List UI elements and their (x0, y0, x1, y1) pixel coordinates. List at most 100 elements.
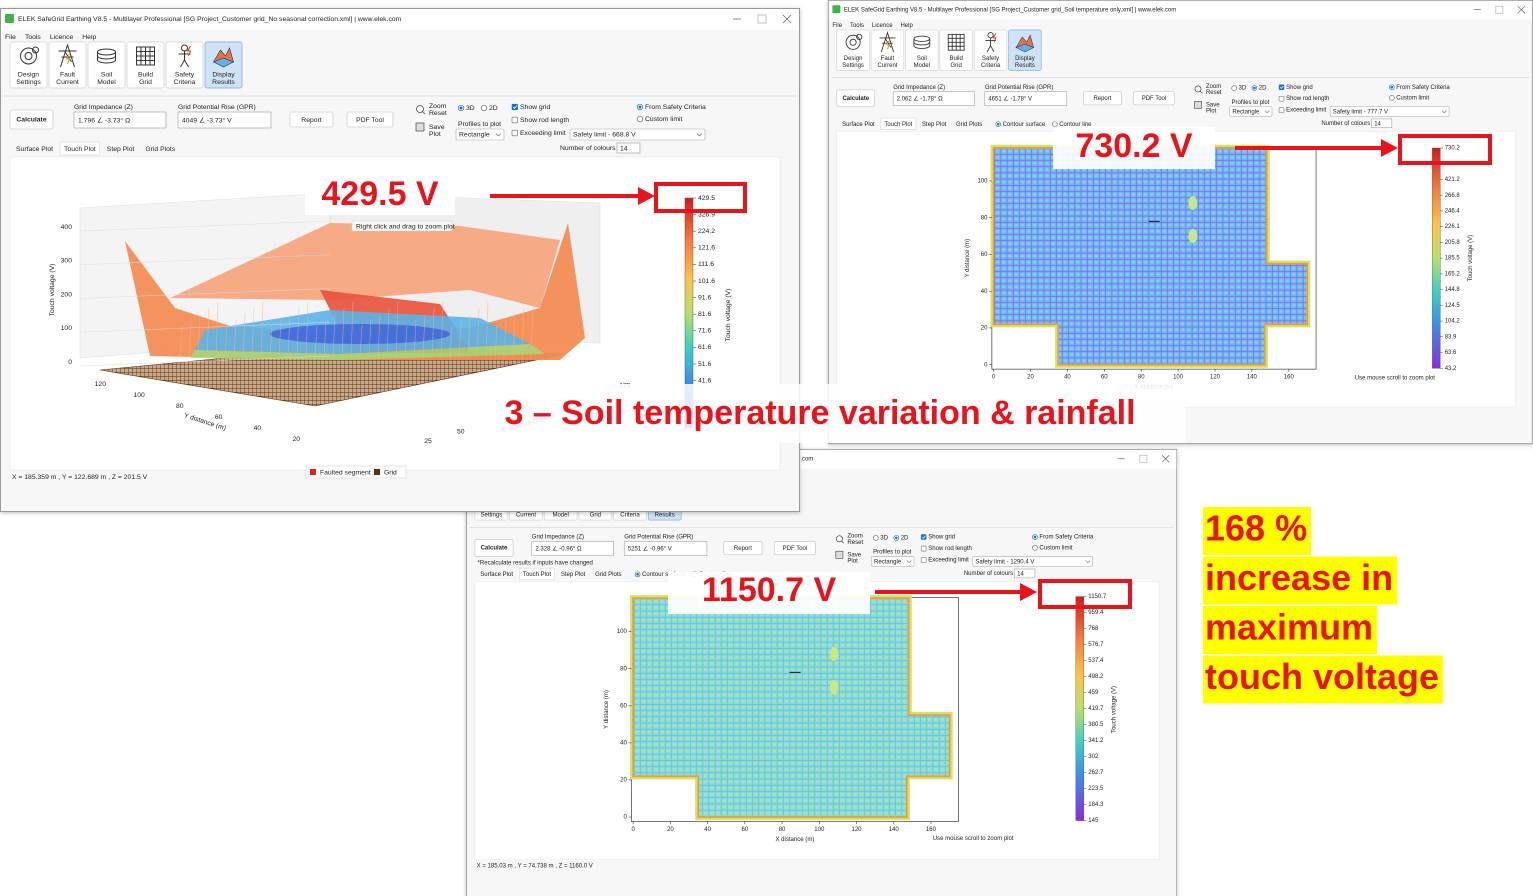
radio-button[interactable] (873, 535, 879, 541)
checkbox[interactable] (920, 545, 927, 552)
dropdown[interactable] (569, 128, 706, 141)
x-tick-label: 160 (1284, 375, 1295, 381)
report-button[interactable] (1083, 91, 1122, 106)
pdf-button[interactable] (774, 541, 816, 556)
toolbar-button[interactable] (973, 29, 1008, 71)
impedance-value: 1.796 ∠ -3.73° Ω (78, 116, 130, 124)
tab[interactable]: Touch Plot (519, 567, 555, 580)
colours-box[interactable] (616, 142, 641, 154)
radio-button[interactable] (636, 115, 644, 123)
colours-label: Number of colours (560, 145, 616, 152)
tab[interactable]: Step Plot (919, 118, 950, 129)
zoom-icon[interactable] (835, 535, 843, 543)
colours-box[interactable] (1014, 568, 1036, 579)
maximize-button[interactable] (1495, 5, 1504, 14)
toolbar-button[interactable] (48, 41, 87, 89)
save-icon[interactable] (835, 550, 844, 559)
menu-item[interactable]: Help (82, 34, 96, 41)
radio-button[interactable] (1052, 121, 1058, 127)
gpr-label: Grid Potential Rise (GPR) (985, 85, 1054, 91)
tab[interactable]: Surface Plot (839, 118, 879, 129)
status-bar: X = 185.359 m , Y = 122.689 m , Z = 201.… (12, 474, 148, 481)
close-button[interactable] (1161, 455, 1170, 463)
dropdown[interactable] (871, 556, 915, 567)
report-button[interactable] (723, 541, 763, 556)
x-tick-label: 40 (704, 827, 711, 833)
y-tick-label: 100 (977, 179, 988, 185)
zoom-icon[interactable] (416, 105, 424, 113)
tab[interactable]: Surface Plot (12, 142, 57, 155)
calculate-button[interactable] (474, 539, 514, 557)
toolbar-button[interactable] (165, 41, 204, 89)
checkbox[interactable] (511, 103, 518, 111)
checkbox[interactable] (511, 129, 518, 137)
pdf-button[interactable] (346, 111, 394, 128)
tab[interactable]: Step Plot (557, 568, 589, 580)
colours-box[interactable] (1371, 118, 1393, 129)
toolbar-label: Safety (175, 71, 195, 78)
colorbar-tick-label: 341.2 (1088, 738, 1104, 744)
surface (170, 223, 560, 308)
menu-item[interactable]: File (832, 23, 842, 29)
y-axis-label: Y distance (m) (965, 239, 971, 277)
dropdown-chevron (906, 560, 912, 564)
dropdown[interactable] (455, 128, 505, 141)
checkbox-label: Show grid (520, 104, 550, 111)
radio-button[interactable] (1231, 85, 1237, 91)
colorbar-tick-label: 205.8 (1445, 240, 1461, 246)
radio-button[interactable] (1032, 544, 1038, 551)
dropdown[interactable] (972, 556, 1093, 567)
surface-spike (206, 307, 210, 359)
grid-line (79, 254, 331, 265)
tab[interactable]: Touch Plot (880, 117, 917, 130)
save-label: Save (1206, 102, 1220, 108)
dropdown[interactable] (1329, 106, 1450, 117)
radio-button[interactable] (480, 104, 488, 112)
plot-hint: Use mouse scroll to zoom plot (933, 836, 1014, 842)
maximize-button[interactable] (757, 14, 767, 24)
menu-item[interactable]: Help (900, 23, 913, 29)
checkbox[interactable] (920, 557, 927, 563)
maximize-button[interactable] (1139, 454, 1148, 463)
radio-button[interactable] (1389, 95, 1395, 101)
checkbox[interactable] (1278, 107, 1285, 113)
tab[interactable]: Grid Plots (141, 142, 179, 155)
zoom-icon[interactable] (1194, 85, 1202, 93)
impedance-value: 2.328 ∠ -0.96° Ω (535, 546, 582, 553)
tab[interactable]: Grid Plots (592, 568, 626, 580)
colorbar-tick-label: 302 (1088, 754, 1099, 760)
toolbar-button[interactable] (870, 29, 905, 71)
checkbox[interactable] (1278, 95, 1285, 102)
menu-item[interactable]: Licence (50, 34, 74, 41)
colorbar-tick-label: 326.9 (698, 211, 715, 218)
toolbar-button[interactable] (836, 29, 870, 71)
colorbar-tick-label: 111.6 (698, 261, 714, 268)
colorbar-tick-label: 184.3 (1088, 802, 1104, 808)
checkbox[interactable] (1278, 84, 1285, 90)
menu-item[interactable]: File (5, 34, 16, 41)
calculate-button[interactable] (9, 109, 54, 130)
close-button[interactable] (1517, 5, 1526, 14)
calculate-button[interactable] (836, 89, 875, 107)
contour-feature (1188, 229, 1198, 244)
radio-dot (996, 122, 1000, 126)
tab[interactable]: Touch Plot (59, 141, 101, 156)
menu-item[interactable]: Licence (872, 23, 893, 29)
pdf-button[interactable] (1133, 91, 1175, 106)
checkbox[interactable] (511, 116, 518, 124)
menu-item[interactable]: Tools (850, 23, 864, 29)
menu-item[interactable]: Tools (25, 34, 41, 41)
tab[interactable]: Step Plot (103, 142, 139, 155)
close-button[interactable] (782, 14, 792, 24)
toolbar-button[interactable] (9, 41, 48, 89)
surface-spike (251, 307, 255, 359)
save-icon[interactable] (1194, 101, 1202, 109)
tab[interactable]: Surface Plot (477, 568, 517, 580)
radio-dot (459, 106, 463, 110)
save-icon[interactable] (415, 122, 425, 132)
report-button[interactable] (289, 111, 334, 128)
dropdown[interactable] (1229, 106, 1273, 117)
tab[interactable]: Grid Plots (953, 118, 986, 129)
checkbox[interactable] (920, 534, 927, 540)
tooltip: Right click and drag to zoom plot (356, 223, 455, 230)
